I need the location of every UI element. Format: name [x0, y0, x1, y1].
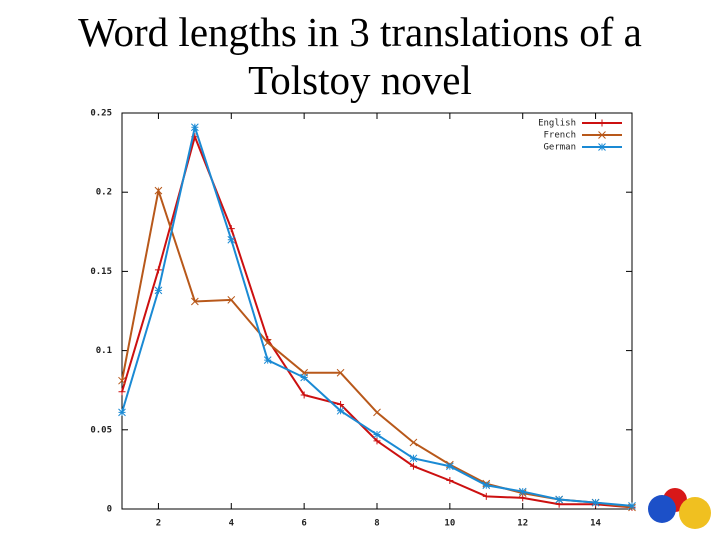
point-marker: [336, 368, 345, 377]
point-marker: [118, 376, 126, 385]
point-marker: [409, 454, 418, 463]
point-marker: [300, 373, 308, 382]
point-marker: [373, 408, 381, 417]
point-marker: [154, 286, 163, 295]
point-marker: [154, 266, 162, 274]
point-marker: [373, 430, 381, 439]
point-marker: [446, 462, 454, 471]
x-tick-label: 4: [229, 519, 235, 529]
point-marker: [336, 406, 345, 415]
point-marker: [227, 225, 235, 233]
point-marker: [263, 356, 272, 364]
x-tick-label: 12: [517, 519, 528, 529]
x-tick-label: 8: [374, 519, 379, 529]
legend-marker: [598, 131, 606, 139]
series-line: [121, 133, 633, 509]
point-marker: [191, 297, 199, 306]
point-marker: [337, 400, 345, 408]
point-marker: [446, 476, 454, 484]
legend-label: French: [543, 131, 576, 141]
point-marker: [263, 338, 272, 347]
decorative-balls: [648, 488, 711, 529]
x-tick-label: 6: [301, 519, 306, 529]
point-marker: [518, 487, 527, 496]
point-marker: [227, 235, 236, 244]
point-marker: [409, 462, 417, 470]
point-marker: [482, 492, 490, 500]
point-marker: [118, 388, 126, 396]
y-tick-label: 0: [107, 505, 112, 515]
slide-title: Word lengths in 3 translations of a Tols…: [78, 9, 642, 103]
point-marker: [482, 481, 491, 490]
point-marker: [519, 494, 527, 502]
point-marker: [300, 391, 308, 399]
point-marker: [191, 123, 199, 132]
legend-marker: [598, 143, 606, 151]
point-marker: [628, 501, 636, 510]
y-tick-label: 0.2: [96, 188, 112, 198]
y-tick-label: 0.25: [90, 109, 112, 119]
point-marker: [227, 296, 236, 304]
point-marker: [154, 186, 163, 195]
x-tick-label: 10: [444, 519, 455, 529]
point-marker: [373, 437, 381, 445]
x-tick-label: 2: [156, 519, 161, 529]
point-marker: [591, 498, 600, 507]
plot-frame: [121, 112, 633, 510]
point-marker: [555, 495, 563, 504]
point-marker: [118, 408, 126, 417]
x-tick-label: 14: [590, 519, 601, 529]
point-marker: [409, 438, 418, 447]
y-tick-label: 0.05: [90, 425, 112, 435]
y-tick-label: 0.1: [96, 346, 112, 356]
series-line: [121, 186, 633, 509]
legend-marker: [598, 119, 606, 127]
y-tick-label: 0.15: [90, 267, 112, 277]
legend-label: English: [538, 119, 576, 129]
series-line: [121, 123, 633, 507]
legend-label: German: [543, 143, 576, 153]
